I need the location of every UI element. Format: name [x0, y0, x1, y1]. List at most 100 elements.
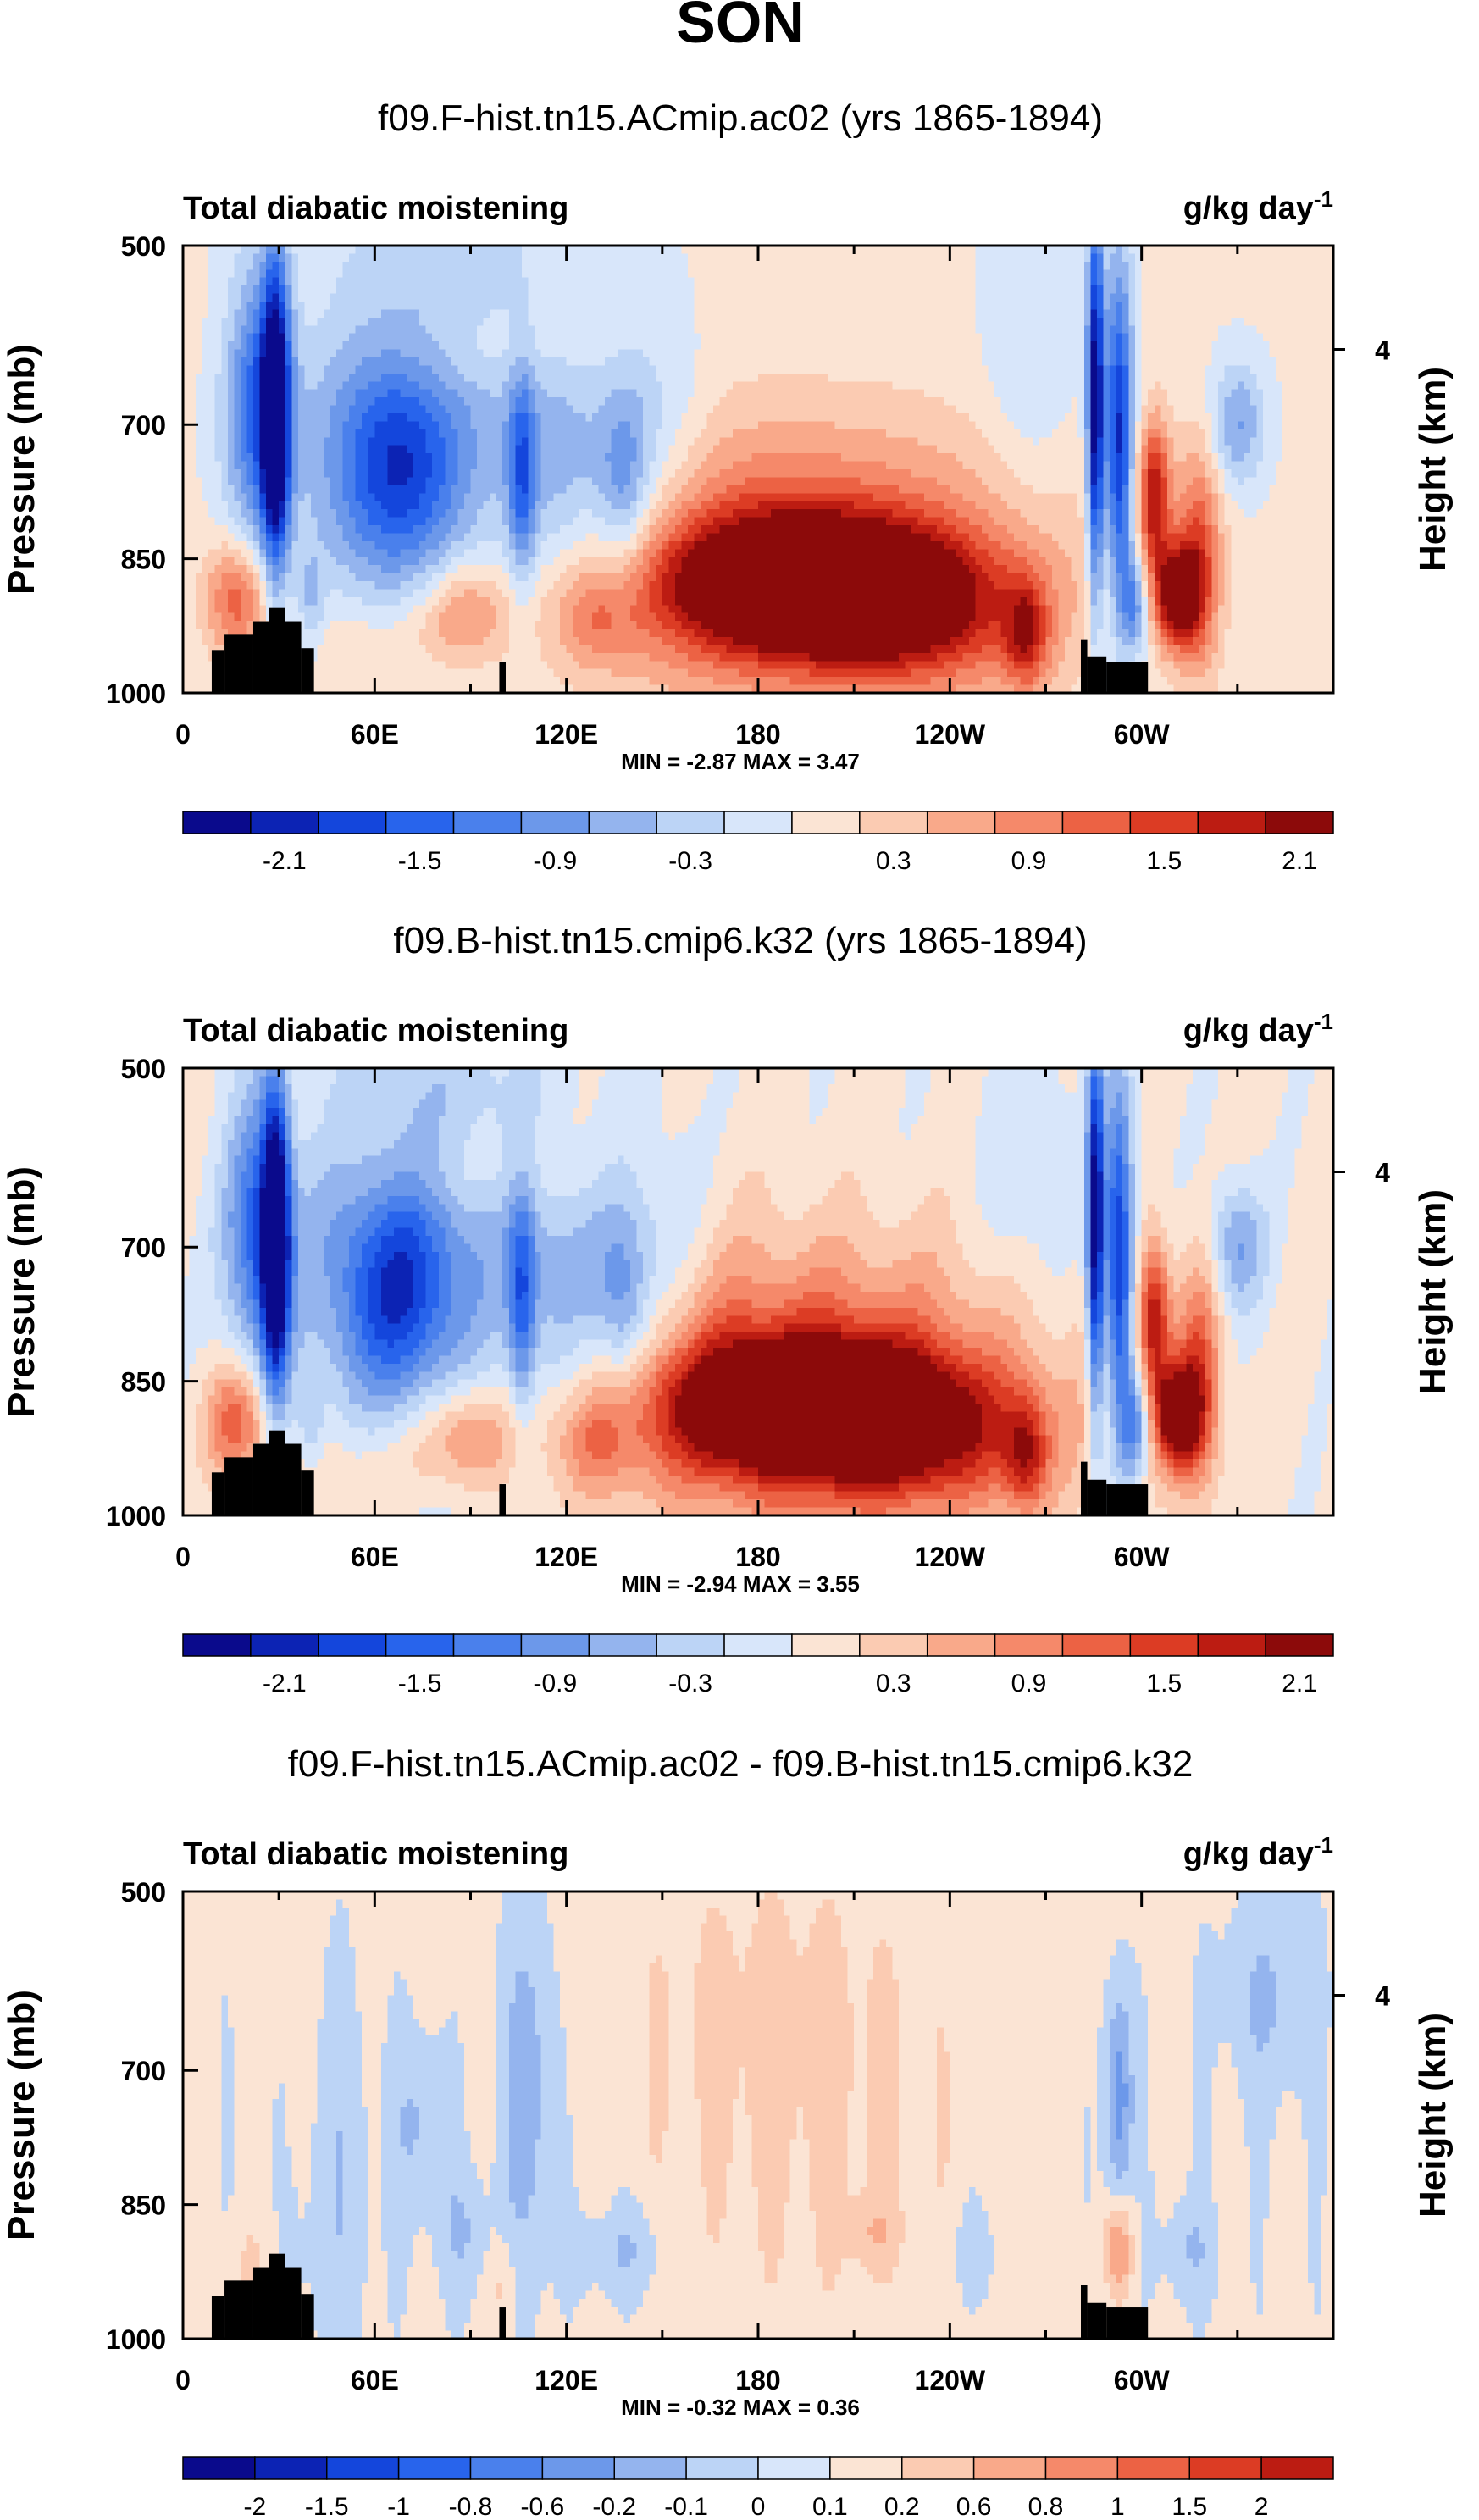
contour-cell: [272, 381, 280, 390]
contour-cell: [1244, 365, 1251, 374]
contour-cell: [1276, 405, 1283, 414]
contour-cell: [1244, 325, 1251, 335]
contour-cell: [713, 261, 721, 270]
contour-cell: [451, 261, 459, 270]
contour-cell: [611, 341, 618, 351]
contour-cell: [1045, 389, 1053, 398]
contour-cell: [656, 365, 663, 374]
contour-cell: [598, 381, 606, 390]
contour-cell: [304, 437, 312, 446]
contour-cell: [553, 357, 561, 367]
contour-cell: [1231, 302, 1238, 311]
contour-cell: [246, 261, 254, 270]
contour-cell: [1077, 285, 1085, 295]
contour-cell: [758, 309, 766, 318]
contour-cell: [879, 261, 887, 270]
contour-cell: [1218, 357, 1226, 367]
contour-cell: [515, 293, 523, 302]
contour-cell: [252, 437, 261, 446]
contour-cell: [330, 302, 337, 311]
contour-cell: [413, 302, 420, 311]
contour-cell: [815, 373, 823, 382]
contour-cell: [1301, 453, 1309, 462]
contour-cell: [400, 261, 407, 270]
contour-cell: [802, 445, 810, 454]
contour-cell: [374, 381, 382, 390]
contour-cell: [1103, 421, 1111, 430]
contour-cell: [1103, 293, 1111, 302]
contour-cell: [636, 246, 644, 255]
contour-cell: [796, 309, 804, 318]
contour-cell: [822, 277, 829, 286]
contour-cell: [457, 269, 465, 279]
contour-cell: [1314, 246, 1321, 255]
contour-cell: [380, 381, 389, 390]
contour-cell: [1096, 413, 1104, 423]
contour-cell: [387, 413, 395, 423]
contour-cell: [240, 333, 248, 342]
contour-cell: [579, 389, 586, 398]
contour-cell: [1045, 437, 1053, 446]
contour-cell: [1096, 253, 1104, 263]
contour-cell: [362, 253, 369, 263]
contour-cell: [1122, 437, 1130, 446]
contour-cell: [701, 429, 708, 438]
contour-cell: [297, 261, 305, 270]
contour-cell: [1320, 445, 1328, 454]
contour-cell: [982, 293, 989, 302]
contour-cell: [1013, 261, 1021, 270]
contour-cell: [885, 461, 894, 470]
contour-cell: [393, 373, 402, 382]
contour-cell: [668, 421, 676, 430]
contour-cell: [905, 373, 912, 382]
contour-cell: [1083, 349, 1091, 358]
contour-cell: [937, 325, 944, 335]
contour-cell: [1179, 373, 1188, 382]
contour-cell: [1160, 325, 1168, 335]
contour-cell: [279, 261, 286, 270]
contour-cell: [956, 453, 964, 462]
contour-cell: [1122, 317, 1130, 326]
contour-cell: [822, 405, 829, 414]
contour-cell: [924, 413, 932, 423]
contour-cell: [400, 349, 407, 358]
contour-cell: [534, 381, 542, 390]
contour-cell: [1294, 246, 1302, 255]
contour-cell: [419, 453, 427, 462]
contour-cell: [777, 357, 784, 367]
contour-cell: [662, 325, 669, 335]
contour-cell: [956, 373, 964, 382]
contour-cell: [905, 261, 912, 270]
contour-cell: [668, 302, 676, 311]
contour-cell: [968, 253, 977, 263]
contour-cell: [490, 357, 497, 367]
contour-cell: [867, 445, 874, 454]
contour-cell: [407, 357, 414, 367]
contour-cell: [1154, 333, 1161, 342]
contour-cell: [1276, 413, 1283, 423]
contour-cell: [355, 253, 363, 263]
contour-cell: [841, 317, 849, 326]
contour-cell: [739, 309, 746, 318]
contour-cell: [1109, 389, 1117, 398]
contour-cell: [892, 285, 900, 295]
contour-cell: [841, 277, 849, 286]
contour-cell: [674, 285, 683, 295]
contour-cell: [885, 325, 894, 335]
contour-cell: [330, 405, 337, 414]
contour-cell: [246, 253, 254, 263]
contour-cell: [202, 309, 209, 318]
contour-cell: [1122, 357, 1130, 367]
contour-cell: [623, 373, 631, 382]
contour-cell: [841, 357, 849, 367]
contour-cell: [872, 429, 880, 438]
contour-cell: [1288, 277, 1296, 286]
contour-cell: [323, 453, 331, 462]
contour-cell: [668, 461, 676, 470]
contour-cell: [407, 341, 414, 351]
contour-cell: [1065, 341, 1072, 351]
contour-cell: [745, 445, 753, 454]
contour-cell: [968, 269, 977, 279]
contour-cell: [573, 253, 580, 263]
contour-cell: [540, 349, 548, 358]
